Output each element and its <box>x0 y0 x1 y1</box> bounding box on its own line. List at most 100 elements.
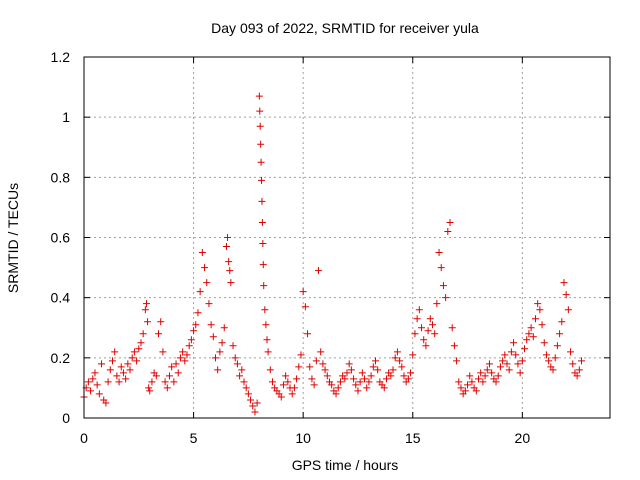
x-tick-label: 20 <box>515 430 531 446</box>
data-point <box>369 363 377 371</box>
data-point <box>258 218 266 226</box>
data-point <box>409 351 417 359</box>
y-axis-label: SRMTID / TECUs <box>5 183 21 293</box>
data-point <box>455 378 463 386</box>
data-point <box>183 351 191 359</box>
data-point <box>442 294 450 302</box>
data-point <box>536 306 544 314</box>
data-point <box>102 399 110 407</box>
data-point <box>179 348 187 356</box>
data-point <box>244 390 252 398</box>
data-point <box>411 330 419 338</box>
data-point <box>444 227 452 235</box>
data-point <box>119 369 127 377</box>
data-point <box>108 357 116 365</box>
data-point <box>315 267 323 275</box>
data-point <box>185 342 193 350</box>
data-point <box>259 240 267 248</box>
data-point <box>93 381 101 389</box>
data-point <box>207 321 215 329</box>
data-point <box>98 360 106 368</box>
data-point <box>507 348 515 356</box>
data-point <box>439 282 447 290</box>
data-point <box>187 336 195 344</box>
data-point <box>218 339 226 347</box>
data-point <box>415 306 423 314</box>
data-point <box>350 375 358 383</box>
data-point <box>531 315 539 323</box>
data-point <box>128 354 136 362</box>
data-point <box>224 234 232 241</box>
data-point <box>137 339 145 347</box>
data-point <box>521 345 529 353</box>
data-point <box>317 348 325 356</box>
data-point <box>420 336 428 344</box>
data-point <box>518 357 526 365</box>
data-point <box>352 381 360 389</box>
data-point <box>268 378 276 386</box>
data-point <box>306 363 314 371</box>
data-point <box>479 378 487 386</box>
data-point <box>174 369 182 377</box>
data-point <box>253 399 261 407</box>
data-point <box>578 357 586 365</box>
data-point <box>212 354 219 362</box>
data-point <box>398 363 406 371</box>
data-point <box>428 321 436 329</box>
data-point <box>157 318 165 326</box>
data-point <box>113 372 121 380</box>
data-point <box>95 390 103 398</box>
data-point <box>391 354 399 362</box>
data-point <box>365 378 373 386</box>
data-point <box>262 321 270 329</box>
data-point <box>545 357 553 365</box>
y-tick-label: 1.2 <box>51 49 71 65</box>
data-point <box>540 339 548 347</box>
data-point <box>389 366 397 374</box>
tick-labels: 0 0.2 0.4 0.6 0.8 1 1.2 0 5 10 15 20 <box>51 49 531 446</box>
data-point <box>196 288 204 296</box>
data-point <box>396 357 404 365</box>
data-point <box>468 378 476 386</box>
data-point <box>284 378 292 386</box>
data-point <box>328 381 336 389</box>
data-point <box>256 122 264 130</box>
data-point <box>371 357 379 365</box>
data-point <box>236 372 244 380</box>
data-point <box>220 324 228 332</box>
data-point <box>198 249 206 257</box>
data-point <box>299 288 307 296</box>
data-point <box>194 309 202 317</box>
data-point <box>422 342 430 350</box>
data-point <box>542 351 550 359</box>
data-point <box>529 333 537 341</box>
data-point <box>214 366 222 374</box>
data-point <box>503 360 511 368</box>
data-point <box>483 366 491 374</box>
data-point <box>407 369 415 377</box>
data-point <box>553 342 561 350</box>
data-point <box>168 363 176 371</box>
data-point <box>551 354 559 362</box>
data-point <box>205 300 213 308</box>
data-point <box>144 318 152 326</box>
data-point <box>240 378 248 386</box>
y-tick-label: 0.8 <box>51 169 71 185</box>
y-tick-label: 0.4 <box>51 290 71 306</box>
data-point <box>382 375 390 383</box>
data-point <box>165 372 173 380</box>
data-point <box>259 261 267 269</box>
data-point <box>424 327 432 335</box>
data-point <box>263 336 271 344</box>
data-point <box>501 351 509 359</box>
data-point <box>104 378 112 386</box>
data-point <box>323 372 331 380</box>
data-point <box>514 360 522 368</box>
data-point <box>400 372 408 380</box>
data-point <box>126 366 134 374</box>
data-point <box>510 339 518 347</box>
data-point <box>142 300 150 308</box>
data-point <box>334 384 342 392</box>
data-point <box>472 387 480 395</box>
